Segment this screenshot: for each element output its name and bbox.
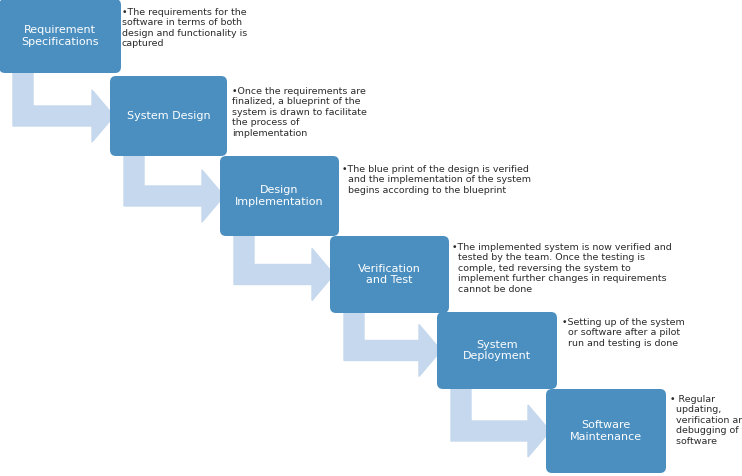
- Polygon shape: [234, 230, 334, 300]
- Text: •The requirements for the
software in terms of both
design and functionality is
: •The requirements for the software in te…: [122, 8, 247, 48]
- Polygon shape: [13, 67, 114, 142]
- Text: •Setting up of the system
  or software after a pilot
  run and testing is done: •Setting up of the system or software af…: [562, 318, 685, 348]
- Text: System Design: System Design: [127, 111, 210, 121]
- FancyBboxPatch shape: [0, 0, 121, 73]
- FancyBboxPatch shape: [220, 156, 339, 236]
- FancyBboxPatch shape: [110, 76, 227, 156]
- Polygon shape: [451, 383, 550, 457]
- Text: •The blue print of the design is verified
  and the implementation of the system: •The blue print of the design is verifie…: [342, 165, 531, 195]
- Text: System
Deployment: System Deployment: [463, 340, 531, 361]
- Text: Verification
and Test: Verification and Test: [358, 264, 421, 285]
- Polygon shape: [124, 150, 224, 222]
- Text: Software
Maintenance: Software Maintenance: [570, 420, 642, 442]
- Text: Requirement
Specifications: Requirement Specifications: [22, 25, 99, 47]
- FancyBboxPatch shape: [437, 312, 557, 389]
- Polygon shape: [344, 307, 441, 377]
- Text: Design
Implementation: Design Implementation: [235, 185, 324, 207]
- FancyBboxPatch shape: [546, 389, 666, 473]
- Text: • Regular
  updating,
  verification and
  debugging of the
  software: • Regular updating, verification and deb…: [670, 395, 742, 446]
- Text: •The implemented system is now verified and
  tested by the team. Once the testi: •The implemented system is now verified …: [452, 243, 672, 294]
- Text: •Once the requirements are
finalized, a blueprint of the
system is drawn to faci: •Once the requirements are finalized, a …: [232, 87, 367, 138]
- FancyBboxPatch shape: [330, 236, 449, 313]
